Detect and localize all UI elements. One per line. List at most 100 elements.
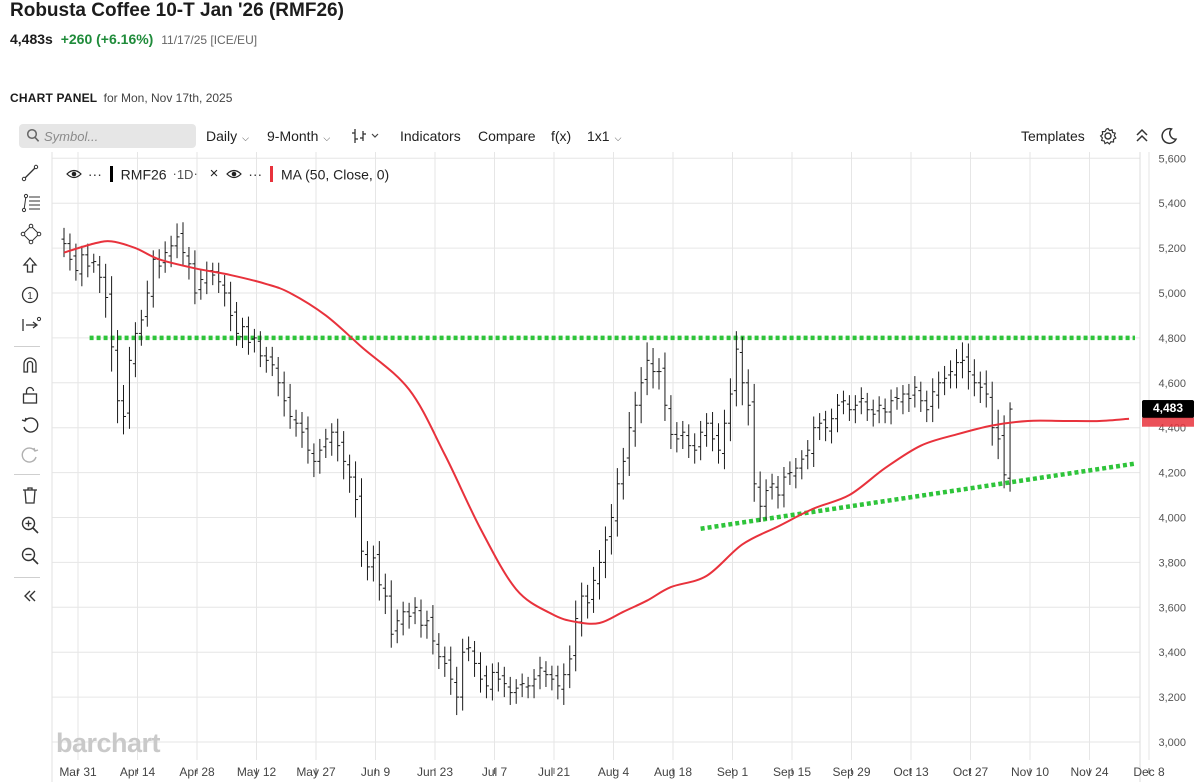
ohlc-bar <box>942 365 948 396</box>
function-button[interactable]: f(x) <box>551 128 572 144</box>
ohlc-bar <box>454 666 460 716</box>
last-price-tag-label: 4,483 <box>1153 401 1183 415</box>
ma-line <box>63 240 1130 625</box>
bar-type-icon <box>352 129 379 143</box>
ohlc-bar <box>852 395 858 424</box>
ohlc-bar <box>144 280 150 327</box>
ohlc-bar <box>531 669 537 699</box>
ohlc-bar <box>739 336 745 406</box>
interval-dropdown[interactable]: Daily ⌵ <box>206 128 249 144</box>
ohlc-bar <box>222 275 228 307</box>
ohlc-bar <box>995 409 1001 460</box>
templates-button[interactable]: Templates <box>1021 128 1085 144</box>
ohlc-bar <box>710 411 716 452</box>
chart-panel-heading: CHART PANEL for Mon, Nov 17th, 2025 <box>10 91 232 105</box>
x-tick-label: Oct 27 <box>953 765 989 779</box>
ohlc-bar <box>501 666 507 698</box>
ohlc-bar <box>716 423 721 464</box>
zoom-in-icon[interactable] <box>20 515 40 535</box>
ohlc-bar <box>269 346 275 377</box>
indicators-button[interactable]: Indicators <box>400 128 461 144</box>
trash-icon[interactable] <box>20 485 40 505</box>
ohlc-bar <box>846 395 852 421</box>
ohlc-bar <box>930 378 936 423</box>
x-tick-label: May 12 <box>237 765 277 779</box>
y-tick-label: 5,200 <box>1158 243 1186 255</box>
x-tick-label: Sep 29 <box>832 765 870 779</box>
eye-icon[interactable] <box>66 168 82 180</box>
ohlc-bar <box>573 600 579 672</box>
ohlc-bar <box>948 360 954 389</box>
ohlc-bar <box>864 392 870 421</box>
collapse-left-icon[interactable] <box>20 586 40 606</box>
ohlc-bar <box>698 420 704 461</box>
ohlc-bar <box>317 438 323 474</box>
price-change: +260 (+6.16%) <box>60 31 154 47</box>
chevron-down-icon: ⌵ <box>323 133 331 143</box>
ohlc-bar <box>1001 415 1007 489</box>
last-price: 4,483s <box>10 31 53 47</box>
ohlc-bar <box>561 663 567 705</box>
ohlc-bar <box>775 475 781 509</box>
ohlc-bar <box>1007 402 1013 492</box>
lock-icon[interactable] <box>20 385 40 405</box>
y-tick-label: 4,800 <box>1158 333 1186 345</box>
ohlc-bar <box>311 443 317 478</box>
x-tick-label: Aug 4 <box>598 765 630 779</box>
compare-button[interactable]: Compare <box>478 128 536 144</box>
series-menu-icon[interactable]: ··· <box>87 165 102 182</box>
shape-tool-icon[interactable] <box>20 223 42 245</box>
ohlc-bar <box>103 263 109 318</box>
legend-ma-label: MA (50, Close, 0) <box>281 165 390 182</box>
ohlc-bar <box>376 541 382 601</box>
ohlc-bar <box>817 413 823 441</box>
moon-icon <box>1161 127 1178 145</box>
layout-dropdown[interactable]: 1x1 ⌵ <box>587 128 621 144</box>
ohlc-bar <box>132 322 138 378</box>
undo-icon[interactable] <box>20 415 40 435</box>
ohlc-bar <box>323 428 329 459</box>
ohlc-bar <box>495 662 501 692</box>
ohlc-bar <box>210 262 216 286</box>
x-tick-label: Dec 8 <box>1133 765 1165 779</box>
ohlc-bar <box>811 416 817 467</box>
ohlc-bar <box>406 602 412 629</box>
y-tick-label: 3,600 <box>1158 602 1186 614</box>
ohlc-bar <box>180 222 186 267</box>
magnet-icon[interactable] <box>20 355 40 375</box>
numbered-marker-icon[interactable]: 1 <box>20 285 40 305</box>
ohlc-bar <box>79 245 85 287</box>
arrow-tool-icon[interactable] <box>20 255 40 275</box>
zoom-out-icon[interactable] <box>20 546 40 566</box>
quote-meta: 11/17/25 [ICE/EU] <box>161 33 258 47</box>
ohlc-bar <box>745 369 751 426</box>
moving-average-series <box>63 240 1130 625</box>
measure-tool-icon[interactable] <box>20 315 42 335</box>
ohlc-bar <box>228 281 234 332</box>
period-dropdown[interactable]: 9-Month ⌵ <box>267 128 330 144</box>
x-tick-label: Jun 23 <box>417 765 453 779</box>
y-tick-label: 5,600 <box>1158 153 1186 165</box>
eye-icon[interactable] <box>226 168 243 180</box>
ma-legend-item[interactable]: ··· MA (50, Close, 0) <box>226 165 390 182</box>
panel-title: CHART PANEL <box>10 91 98 105</box>
layout-label: 1x1 <box>587 128 610 144</box>
y-tick-label: 3,000 <box>1158 737 1186 749</box>
symbol-search-input[interactable]: Symbol... <box>19 124 196 148</box>
ohlc-bar <box>478 652 483 693</box>
ohlc-bar <box>370 545 376 582</box>
x-tick-label: Apr 28 <box>179 765 215 779</box>
search-icon <box>26 128 40 142</box>
toolbar-divider <box>14 346 40 347</box>
ohlc-bar <box>347 454 353 493</box>
indicator-menu-icon[interactable]: ··· <box>248 165 263 182</box>
ohlc-bar <box>507 676 513 705</box>
ohlc-bar <box>757 471 763 522</box>
close-icon[interactable]: × <box>209 164 219 182</box>
fib-tool-icon[interactable] <box>20 193 42 213</box>
line-tool-icon[interactable] <box>20 163 40 183</box>
x-axis: Mar 31 Apr 14 Apr 28 May 12 May 27 Jun 9 Jun 2… <box>59 765 1165 779</box>
ohlc-legend-item[interactable]: ··· RMF26 ·1D· <box>66 165 202 182</box>
redo-icon[interactable] <box>20 445 40 465</box>
